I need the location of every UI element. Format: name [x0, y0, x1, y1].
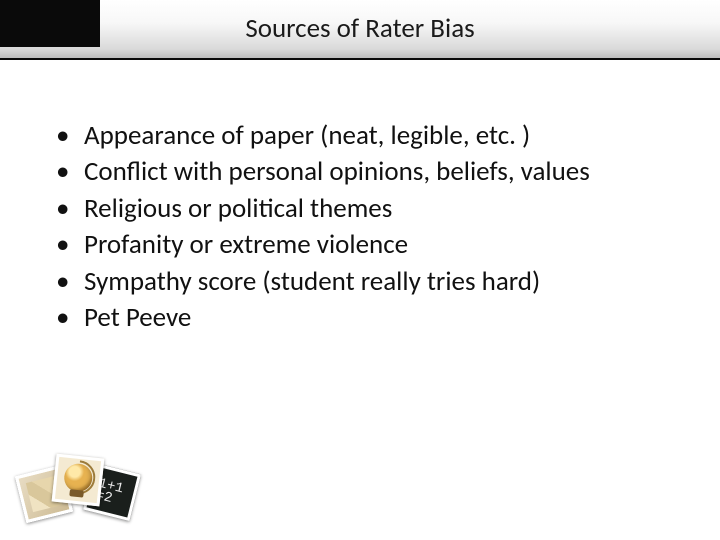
slide-title: Sources of Rater Bias [0, 12, 720, 45]
list-item: Religious or political themes [44, 191, 690, 227]
decorative-photos: 1+1=2 [20, 452, 140, 526]
list-item: Pet Peeve [44, 300, 690, 336]
content-area: Appearance of paper (neat, legible, etc.… [44, 118, 690, 337]
list-item: Profanity or extreme violence [44, 227, 690, 263]
photo-globe-icon [52, 454, 105, 507]
slide: Sources of Rater Bias Appearance of pape… [0, 0, 720, 540]
list-item: Appearance of paper (neat, legible, etc.… [44, 118, 690, 154]
globe-stand [69, 489, 84, 497]
title-bar: Sources of Rater Bias [0, 0, 720, 60]
bullet-list: Appearance of paper (neat, legible, etc.… [44, 118, 690, 337]
list-item: Conflict with personal opinions, beliefs… [44, 154, 690, 190]
list-item: Sympathy score (student really tries har… [44, 264, 690, 300]
